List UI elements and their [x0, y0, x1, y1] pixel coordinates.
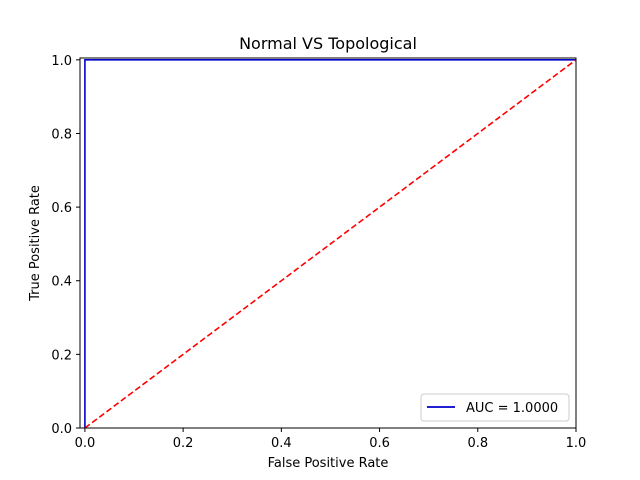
axis-ticks: 0.0 0.2 0.4 0.6 0.8 1.0 0.0 0.2 0.4 0.6 0.8 1.0 — [51, 54, 586, 451]
y-tick-label: 0.6 — [51, 201, 72, 216]
axes-frame — [79, 57, 577, 429]
roc-curve-line — [84, 59, 576, 428]
x-tick-label: 0.0 — [75, 436, 96, 451]
x-tick-label: 0.6 — [369, 436, 390, 451]
chance-diagonal-line — [84, 59, 577, 429]
x-tick-label: 0.8 — [467, 436, 488, 451]
legend: AUC = 1.0000 — [420, 393, 570, 422]
x-tick-label: 0.2 — [173, 436, 194, 451]
y-tick-label: 0.8 — [51, 127, 72, 142]
y-axis-label: True Positive Rate — [28, 185, 43, 302]
y-tick-label: 1.0 — [51, 54, 72, 69]
x-axis-label: False Positive Rate — [268, 456, 389, 471]
x-tick-label: 1.0 — [566, 436, 587, 451]
y-tick-label: 0.4 — [51, 275, 72, 290]
y-tick-label: 0.2 — [51, 348, 72, 363]
plot-area — [84, 59, 577, 429]
x-tick-label: 0.4 — [271, 436, 292, 451]
legend-box — [420, 393, 570, 422]
legend-label-auc: AUC = 1.0000 — [466, 401, 558, 416]
y-tick-label: 0.0 — [51, 422, 72, 437]
chart-title: Normal VS Topological — [239, 34, 417, 53]
